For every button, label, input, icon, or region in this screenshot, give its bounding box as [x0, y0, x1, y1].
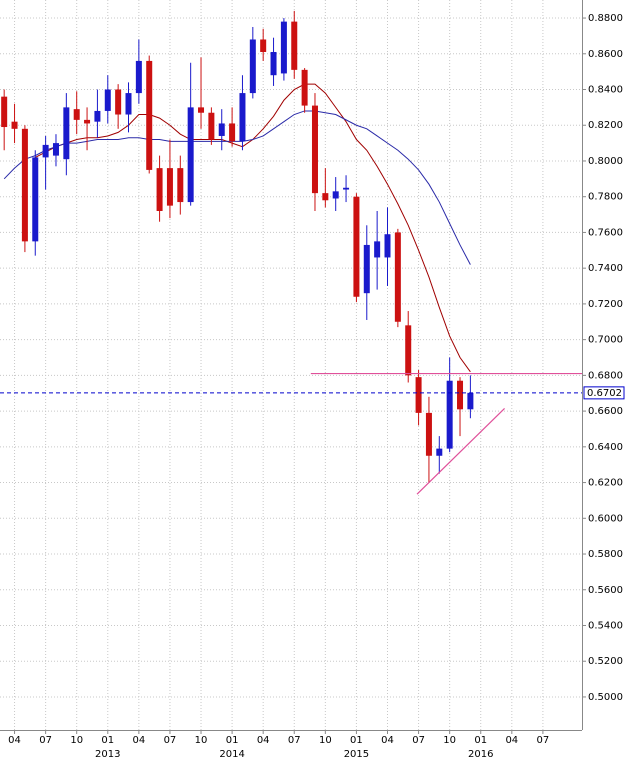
candle-body — [280, 21, 287, 74]
candle-body — [249, 39, 256, 94]
y-tick-label: 0.6400 — [588, 442, 623, 453]
candle-body — [84, 119, 91, 124]
x-tick-label: 10 — [443, 735, 456, 746]
x-tick-label: 07 — [537, 735, 550, 746]
x-tick-label: 04 — [505, 735, 518, 746]
candle-body — [187, 107, 194, 203]
candle-body — [115, 89, 122, 115]
candle-body — [11, 121, 18, 129]
candle-body — [394, 232, 401, 322]
x-tick-label: 07 — [164, 735, 177, 746]
y-tick-label: 0.5400 — [588, 620, 623, 631]
x-tick-label: 07 — [412, 735, 425, 746]
candle-body — [52, 143, 59, 156]
candle-body — [467, 392, 474, 410]
y-tick-label: 0.6200 — [588, 478, 623, 489]
year-label: 2014 — [219, 749, 244, 760]
candle-body — [446, 380, 453, 449]
y-tick-label: 0.8200 — [588, 120, 623, 131]
x-tick-label: 01 — [101, 735, 114, 746]
y-tick-label: 0.5600 — [588, 585, 623, 596]
candle-body — [42, 144, 49, 158]
candle-body — [146, 60, 153, 170]
y-tick-label: 0.8600 — [588, 49, 623, 60]
candle-body — [1, 96, 8, 128]
candle-body — [457, 380, 464, 410]
trend-line — [416, 407, 505, 495]
candle-body — [32, 157, 39, 242]
candle-body — [177, 168, 184, 203]
candle-body — [311, 105, 318, 194]
y-tick-label: 0.8400 — [588, 85, 623, 96]
x-tick-label: 01 — [350, 735, 363, 746]
plot-area — [0, 10, 582, 495]
candle-body — [198, 107, 205, 113]
x-tick-label: 01 — [474, 735, 487, 746]
candle-body — [374, 241, 381, 258]
x-tick-label: 01 — [226, 735, 239, 746]
candle-body — [21, 128, 28, 242]
candle-body — [125, 93, 132, 115]
candle-body — [291, 21, 298, 70]
candle-body — [73, 109, 80, 120]
y-tick-label: 0.6800 — [588, 370, 623, 381]
y-tick-label: 0.7600 — [588, 227, 623, 238]
y-tick-label: 0.8000 — [588, 156, 623, 167]
y-tick-label: 0.7000 — [588, 335, 623, 346]
candle-body — [343, 187, 350, 190]
candle-body — [301, 69, 308, 106]
candle-body — [322, 193, 329, 201]
moving-average-line — [3, 110, 471, 265]
x-tick-label: 04 — [381, 735, 394, 746]
candle-body — [353, 196, 360, 297]
x-tick-label: 07 — [39, 735, 52, 746]
y-tick-label: 0.7800 — [588, 192, 623, 203]
x-tick-label: 04 — [8, 735, 21, 746]
x-tick-label: 10 — [319, 735, 332, 746]
candle-body — [104, 89, 111, 111]
candle-body — [208, 112, 215, 140]
candle-body — [425, 412, 432, 456]
last-price-label: 0.6702 — [587, 388, 622, 399]
candle-body — [156, 168, 163, 211]
x-tick-label: 07 — [288, 735, 301, 746]
candle-body — [363, 244, 370, 294]
y-tick-label: 0.5000 — [588, 692, 623, 703]
candle-body — [166, 168, 173, 206]
y-tick-label: 0.8800 — [588, 13, 623, 24]
x-tick-label: 10 — [195, 735, 208, 746]
y-tick-label: 0.6600 — [588, 406, 623, 417]
candle-body — [405, 325, 412, 376]
candle-body — [94, 110, 101, 122]
candle-body — [239, 93, 246, 142]
candle-body — [270, 51, 277, 76]
year-label: 2013 — [95, 749, 120, 760]
y-tick-label: 0.7400 — [588, 263, 623, 274]
candle-body — [218, 123, 225, 136]
year-label: 2015 — [344, 749, 369, 760]
axes: 0.5000 0.5200 0.5400 0.5600 0.5800 0.6000 0.62… — [8, 13, 625, 760]
x-tick-label: 04 — [132, 735, 145, 746]
last-price-box — [583, 386, 625, 400]
candle-body — [229, 123, 236, 142]
y-tick-label: 0.7200 — [588, 299, 623, 310]
y-tick-label: 0.5800 — [588, 549, 623, 560]
year-label: 2016 — [468, 749, 493, 760]
x-tick-label: 10 — [70, 735, 83, 746]
candle-body — [332, 191, 339, 199]
x-tick-label: 04 — [257, 735, 270, 746]
candle-body — [260, 39, 267, 52]
candle-body — [135, 60, 142, 94]
candle-body — [63, 107, 70, 160]
y-tick-label: 0.6000 — [588, 513, 623, 524]
candle-body — [436, 448, 443, 456]
y-tick-label: 0.5200 — [588, 656, 623, 667]
candle-body — [415, 377, 422, 413]
candle-body — [384, 234, 391, 258]
